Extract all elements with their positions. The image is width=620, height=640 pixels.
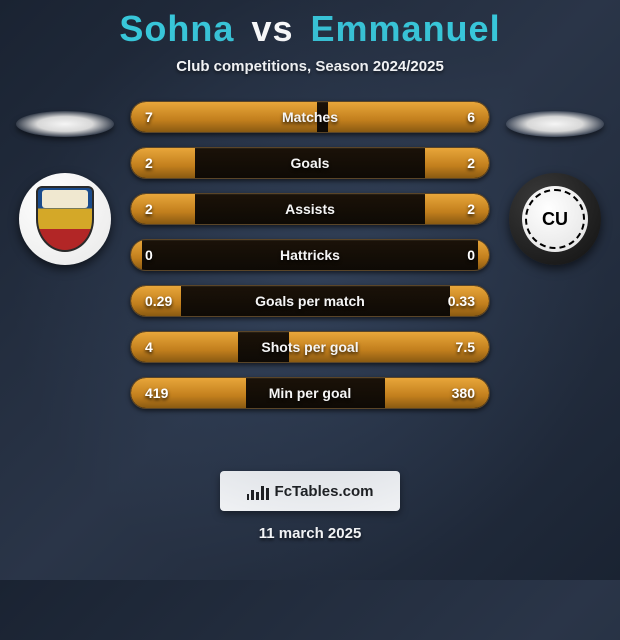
stat-value-left: 2 <box>131 201 203 217</box>
stat-value-right: 0.33 <box>417 293 489 309</box>
football-icon: CU <box>522 186 588 252</box>
subtitle: Club competitions, Season 2024/2025 <box>0 58 620 75</box>
stat-row: 419Min per goal380 <box>130 377 490 409</box>
stat-label: Hattricks <box>203 247 417 263</box>
player-left-crest <box>19 173 111 265</box>
footer-date: 11 march 2025 <box>0 525 620 542</box>
bar-chart-icon <box>247 482 269 500</box>
stat-value-right: 380 <box>417 385 489 401</box>
stat-row: 0Hattricks0 <box>130 239 490 271</box>
stat-label: Assists <box>203 201 417 217</box>
stat-value-right: 0 <box>417 247 489 263</box>
player-left-shadow <box>16 111 114 137</box>
crest-right-initials: CU <box>542 209 568 230</box>
stat-value-left: 7 <box>131 109 203 125</box>
stat-value-left: 419 <box>131 385 203 401</box>
stats-container: 7Matches62Goals22Assists20Hattricks00.29… <box>130 101 490 423</box>
stat-label: Min per goal <box>203 385 417 401</box>
shield-icon <box>36 186 94 252</box>
stat-value-left: 2 <box>131 155 203 171</box>
stat-value-right: 6 <box>417 109 489 125</box>
player-right-shadow <box>506 111 604 137</box>
player-right-name: Emmanuel <box>311 8 501 49</box>
stat-row: 7Matches6 <box>130 101 490 133</box>
player-right-side: CU <box>490 93 620 453</box>
stat-row: 4Shots per goal7.5 <box>130 331 490 363</box>
stat-label: Goals per match <box>203 293 417 309</box>
player-right-crest: CU <box>509 173 601 265</box>
stat-value-right: 2 <box>417 201 489 217</box>
stat-label: Shots per goal <box>203 339 417 355</box>
vs-separator: vs <box>251 8 293 49</box>
stat-label: Goals <box>203 155 417 171</box>
stat-value-right: 2 <box>417 155 489 171</box>
stat-row: 2Goals2 <box>130 147 490 179</box>
player-left-name: Sohna <box>119 8 234 49</box>
stat-row: 0.29Goals per match0.33 <box>130 285 490 317</box>
player-left-side <box>0 93 130 453</box>
stat-row: 2Assists2 <box>130 193 490 225</box>
stat-label: Matches <box>203 109 417 125</box>
stat-value-left: 4 <box>131 339 203 355</box>
comparison-arena: CU 7Matches62Goals22Assists20Hattricks00… <box>0 93 620 453</box>
page-title: Sohna vs Emmanuel <box>0 0 620 50</box>
brand-text: FcTables.com <box>275 483 374 500</box>
brand-badge: FcTables.com <box>220 471 400 511</box>
stat-value-right: 7.5 <box>417 339 489 355</box>
stat-value-left: 0.29 <box>131 293 203 309</box>
stat-value-left: 0 <box>131 247 203 263</box>
